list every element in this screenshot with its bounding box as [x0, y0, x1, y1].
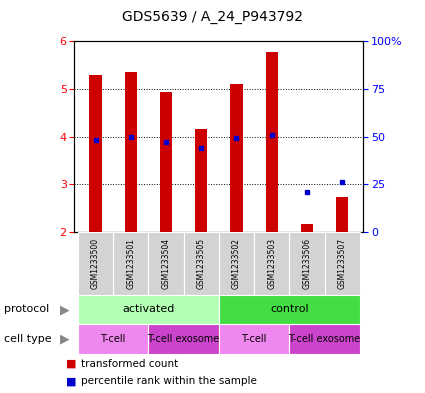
- Text: percentile rank within the sample: percentile rank within the sample: [81, 376, 257, 386]
- Text: T-cell: T-cell: [100, 334, 126, 344]
- Bar: [301, 224, 313, 232]
- Bar: [289, 232, 325, 295]
- Bar: [184, 232, 219, 295]
- Bar: [89, 75, 102, 232]
- Text: protocol: protocol: [4, 305, 49, 314]
- Bar: [78, 232, 113, 295]
- Text: GSM1233506: GSM1233506: [303, 238, 312, 289]
- Text: GSM1233500: GSM1233500: [91, 238, 100, 289]
- Bar: [113, 232, 148, 295]
- Bar: [266, 52, 278, 232]
- Text: GSM1233505: GSM1233505: [197, 238, 206, 289]
- Text: ▶: ▶: [60, 332, 70, 345]
- Bar: [148, 232, 184, 295]
- Bar: [336, 197, 348, 232]
- Bar: [230, 84, 243, 232]
- Text: GSM1233503: GSM1233503: [267, 238, 276, 289]
- Text: GSM1233504: GSM1233504: [162, 238, 170, 289]
- Bar: [219, 324, 289, 354]
- Bar: [125, 72, 137, 232]
- Text: GSM1233501: GSM1233501: [126, 238, 135, 289]
- Text: ■: ■: [66, 358, 76, 369]
- Text: ▶: ▶: [60, 303, 70, 316]
- Text: ■: ■: [66, 376, 76, 386]
- Text: T-cell exosome: T-cell exosome: [289, 334, 361, 344]
- Text: GSM1233507: GSM1233507: [338, 238, 347, 289]
- Text: activated: activated: [122, 305, 175, 314]
- Text: cell type: cell type: [4, 334, 52, 344]
- Text: GSM1233502: GSM1233502: [232, 238, 241, 289]
- Text: control: control: [270, 305, 309, 314]
- Text: transformed count: transformed count: [81, 358, 178, 369]
- Bar: [160, 92, 172, 232]
- Bar: [289, 324, 360, 354]
- Text: T-cell: T-cell: [241, 334, 267, 344]
- Bar: [78, 324, 148, 354]
- Bar: [254, 232, 289, 295]
- Text: T-cell exosome: T-cell exosome: [147, 334, 220, 344]
- Bar: [195, 129, 207, 232]
- Bar: [78, 295, 219, 324]
- Bar: [325, 232, 360, 295]
- Bar: [219, 232, 254, 295]
- Text: GDS5639 / A_24_P943792: GDS5639 / A_24_P943792: [122, 10, 303, 24]
- Bar: [219, 295, 360, 324]
- Bar: [148, 324, 219, 354]
